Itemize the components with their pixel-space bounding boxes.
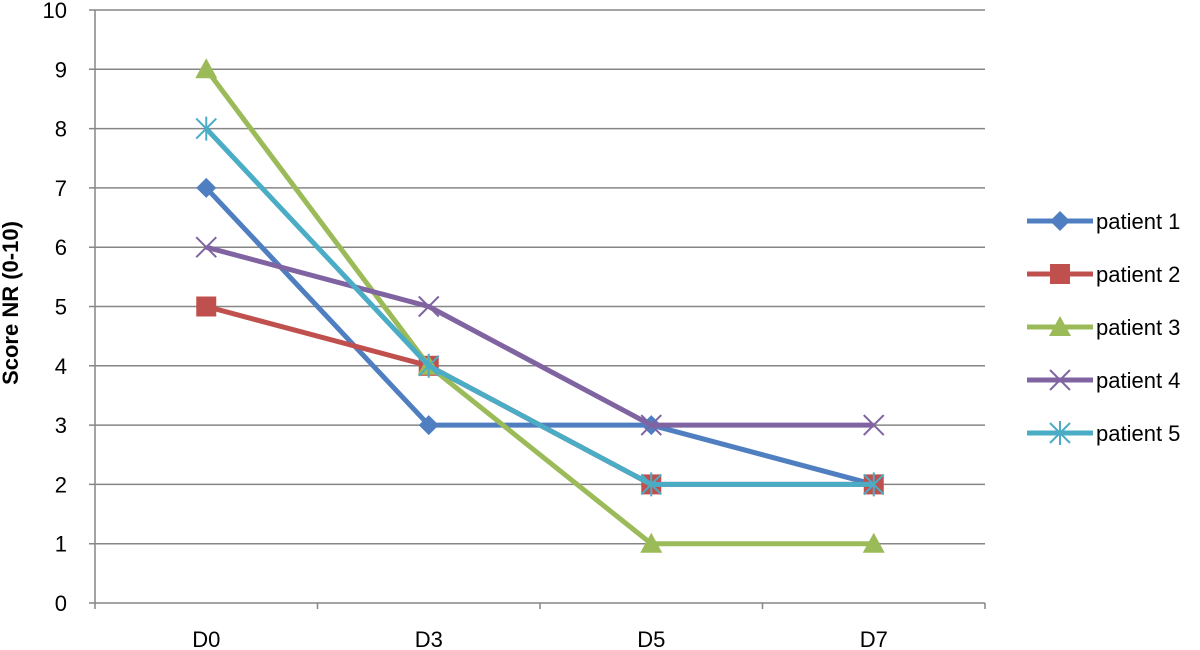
y-axis-title: Score NR (0-10)	[0, 221, 23, 385]
x-tick-label: D0	[192, 627, 220, 650]
x-tick-label: D3	[415, 627, 443, 650]
data-point-marker	[418, 415, 439, 436]
y-tick-label: 0	[55, 591, 67, 616]
data-point-marker	[1049, 421, 1071, 445]
series-4	[195, 236, 885, 436]
y-axis-ticks: 0 1 2 3 4 5 6 7 8 9 10	[43, 0, 67, 616]
y-tick-label: 6	[55, 235, 67, 260]
data-point-marker	[862, 532, 885, 553]
legend-item: patient 5	[1027, 421, 1180, 446]
data-point-marker	[1050, 211, 1070, 231]
y-tick-label: 1	[55, 532, 67, 557]
legend-label: patient 4	[1096, 368, 1180, 393]
series-line	[205, 244, 874, 428]
data-point-marker	[195, 236, 217, 258]
series-line	[204, 67, 874, 547]
data-point-marker	[1050, 264, 1070, 284]
data-point-marker	[863, 414, 885, 436]
data-point-marker	[418, 295, 440, 318]
data-point-marker	[196, 177, 217, 198]
legend-item: patient 3	[1027, 315, 1180, 340]
data-point-marker	[640, 472, 662, 497]
y-tick-label: 7	[55, 176, 67, 201]
y-tick-label: 9	[55, 57, 67, 82]
legend-label: patient 5	[1096, 421, 1180, 446]
data-point-marker	[640, 532, 663, 553]
series-3	[195, 58, 885, 553]
legend-label: patient 2	[1096, 262, 1180, 287]
series-5	[195, 116, 885, 497]
data-point-marker	[640, 414, 662, 436]
legend-label: patient 1	[1096, 209, 1180, 234]
data-point-marker	[196, 296, 217, 317]
legend-item: patient 4	[1027, 368, 1180, 393]
legend-label: patient 3	[1096, 315, 1180, 340]
data-point-marker	[1049, 316, 1071, 336]
data-point-marker	[1049, 369, 1071, 391]
data-point-marker	[195, 116, 217, 141]
data-point-marker	[418, 353, 440, 378]
y-tick-label: 4	[55, 354, 67, 379]
legend-item: patient 1	[1027, 209, 1180, 234]
x-tick-label: D5	[637, 627, 665, 650]
legend: patient 1 patient 2 patient 3 patient 4 pati…	[1027, 209, 1180, 446]
y-tick-label: 3	[55, 413, 67, 438]
y-tick-label: 8	[55, 117, 67, 142]
y-tick-label: 10	[43, 0, 67, 23]
data-point-marker	[195, 58, 218, 79]
series-lines	[195, 58, 885, 553]
series-line	[204, 126, 874, 487]
series-2	[196, 296, 884, 495]
x-axis-ticks: D0 D3 D5 D7	[192, 627, 888, 650]
legend-item: patient 2	[1027, 262, 1180, 287]
data-point-marker	[863, 472, 885, 497]
y-tick-label: 5	[55, 295, 67, 320]
x-tick-label: D7	[860, 627, 888, 650]
y-tick-label: 2	[55, 472, 67, 497]
